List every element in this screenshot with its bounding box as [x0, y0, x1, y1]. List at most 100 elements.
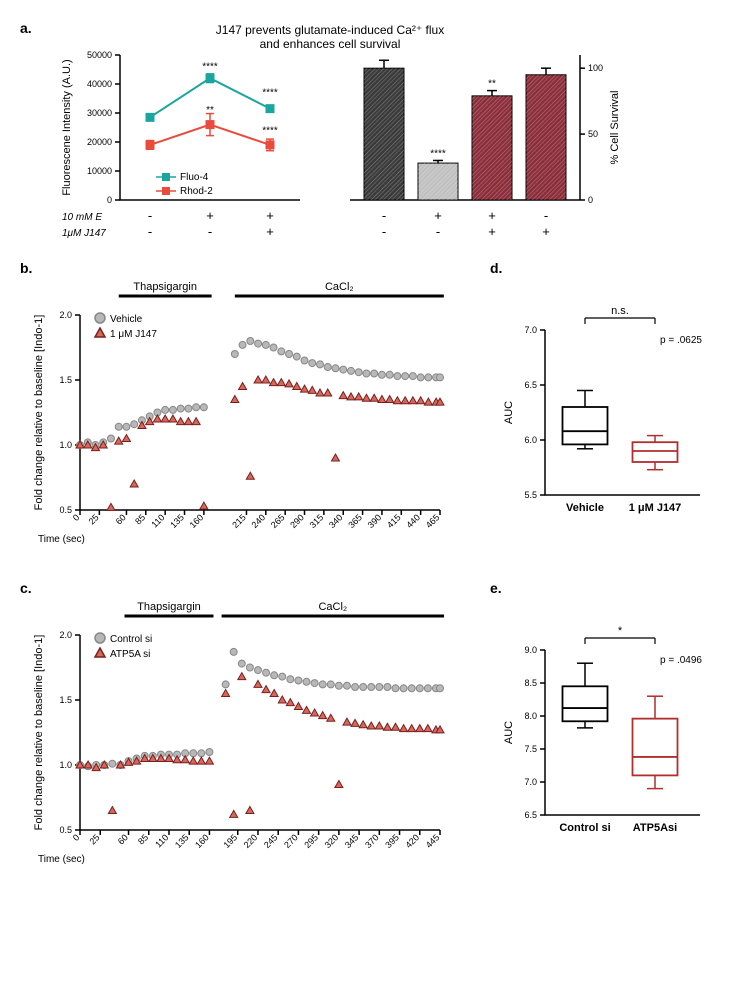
svg-text:6.0: 6.0 [524, 435, 537, 445]
svg-text:Rhod-2: Rhod-2 [180, 186, 213, 197]
svg-text:-: - [382, 224, 386, 239]
panel-c: c. ThapsigarginCaCl₂0.51.01.52.002560851… [20, 580, 460, 900]
svg-text:160: 160 [193, 832, 211, 850]
svg-text:Vehicle: Vehicle [566, 502, 604, 514]
svg-text:% Cell Survival: % Cell Survival [609, 91, 621, 165]
svg-text:+: + [488, 224, 496, 239]
panel-b: b. ThapsigarginCaCl₂0.51.01.52.002560851… [20, 260, 460, 580]
svg-text:+: + [542, 224, 550, 239]
svg-text:315: 315 [308, 512, 326, 530]
svg-text:160: 160 [188, 512, 206, 530]
svg-text:Fold change relative to baseli: Fold change relative to baseline [Indo-1… [33, 635, 45, 831]
svg-text:p = .0496: p = .0496 [660, 655, 702, 666]
svg-text:Control si: Control si [559, 822, 610, 834]
svg-text:390: 390 [366, 512, 384, 530]
svg-text:0.5: 0.5 [59, 505, 72, 515]
svg-text:50: 50 [588, 129, 598, 139]
panel-a-svg: J147 prevents glutamate-induced Ca²⁺ flu… [50, 20, 730, 260]
svg-text:6.5: 6.5 [524, 810, 537, 820]
svg-text:ATP5Asi: ATP5Asi [633, 822, 677, 834]
panel-a-label: a. [20, 20, 32, 36]
svg-text:135: 135 [168, 512, 186, 530]
row-ce: c. ThapsigarginCaCl₂0.51.01.52.002560851… [20, 580, 729, 900]
svg-text:465: 465 [424, 512, 442, 530]
svg-text:10 mM E: 10 mM E [62, 212, 102, 223]
svg-text:****: **** [202, 62, 218, 73]
svg-text:-: - [382, 208, 386, 223]
svg-text:ATP5A si: ATP5A si [110, 649, 150, 660]
svg-text:265: 265 [269, 512, 287, 530]
svg-text:CaCl₂: CaCl₂ [325, 281, 354, 293]
svg-text:420: 420 [403, 832, 421, 850]
svg-text:J147 prevents glutamate-induc: J147 prevents glutamate-induced Ca²⁺ flu… [216, 23, 444, 37]
svg-text:30000: 30000 [87, 108, 112, 118]
svg-text:AUC: AUC [503, 401, 515, 424]
svg-text:445: 445 [424, 832, 442, 850]
svg-text:+: + [488, 208, 496, 223]
svg-text:Fold change relative to baseli: Fold change relative to baseline [Indo-1… [33, 315, 45, 511]
panel-e-svg: 6.57.07.58.08.59.0AUCControl siATP5Asi*p… [490, 610, 720, 860]
svg-text:1.5: 1.5 [59, 375, 72, 385]
svg-text:1.5: 1.5 [59, 695, 72, 705]
svg-text:-: - [208, 224, 212, 239]
svg-text:1 μM J147: 1 μM J147 [629, 502, 682, 514]
svg-text:Vehicle: Vehicle [110, 314, 143, 325]
panel-e: e. 6.57.07.58.08.59.0AUCControl siATP5As… [490, 580, 720, 900]
svg-text:7.5: 7.5 [524, 744, 537, 754]
svg-text:Time (sec): Time (sec) [38, 534, 85, 545]
svg-text:9.0: 9.0 [524, 645, 537, 655]
svg-text:Thapsigargin: Thapsigargin [137, 601, 201, 613]
svg-text:Fluo-4: Fluo-4 [180, 172, 209, 183]
svg-text:320: 320 [323, 832, 341, 850]
svg-text:+: + [434, 208, 442, 223]
svg-text:1.0: 1.0 [59, 440, 72, 450]
svg-text:40000: 40000 [87, 79, 112, 89]
svg-text:220: 220 [242, 832, 260, 850]
svg-text:110: 110 [153, 832, 170, 849]
svg-text:Thapsigargin: Thapsigargin [133, 281, 197, 293]
svg-text:-: - [148, 224, 152, 239]
svg-text:+: + [206, 208, 214, 223]
svg-text:**: ** [488, 79, 496, 90]
svg-text:+: + [266, 224, 274, 239]
svg-text:**: ** [206, 105, 214, 116]
svg-text:295: 295 [302, 832, 320, 850]
svg-text:195: 195 [221, 832, 239, 850]
svg-text:100: 100 [588, 63, 603, 73]
svg-text:7.0: 7.0 [524, 325, 537, 335]
svg-text:340: 340 [327, 512, 345, 530]
panel-d: d. 5.56.06.57.0AUCVehicle1 μM J147n.s.p … [490, 260, 720, 580]
svg-text:2.0: 2.0 [59, 630, 72, 640]
svg-text:Control si: Control si [110, 634, 152, 645]
svg-text:0: 0 [588, 195, 593, 205]
svg-text:Time (sec): Time (sec) [38, 854, 85, 865]
svg-text:240: 240 [250, 512, 268, 530]
panel-c-label: c. [20, 580, 32, 596]
svg-text:AUC: AUC [503, 721, 515, 744]
svg-text:8.5: 8.5 [524, 678, 537, 688]
svg-text:1μM J147: 1μM J147 [62, 228, 106, 239]
svg-text:*: * [618, 625, 623, 637]
panel-d-label: d. [490, 260, 502, 276]
svg-text:135: 135 [173, 832, 191, 850]
svg-text:Fluorescene Intensity (A.U.): Fluorescene Intensity (A.U.) [61, 59, 73, 195]
figure: a. J147 prevents glutamate-induced Ca²⁺ … [20, 20, 729, 900]
svg-text:5.5: 5.5 [524, 490, 537, 500]
svg-text:2.0: 2.0 [59, 310, 72, 320]
panel-a: a. J147 prevents glutamate-induced Ca²⁺ … [20, 20, 729, 260]
svg-text:20000: 20000 [87, 137, 112, 147]
svg-text:0: 0 [107, 195, 112, 205]
svg-text:345: 345 [343, 832, 361, 850]
svg-text:n.s.: n.s. [611, 305, 629, 317]
panel-d-svg: 5.56.06.57.0AUCVehicle1 μM J147n.s.p = .… [490, 290, 720, 540]
svg-text:110: 110 [149, 512, 166, 529]
svg-text:415: 415 [385, 512, 403, 530]
svg-text:395: 395 [383, 832, 401, 850]
svg-text:10000: 10000 [87, 166, 112, 176]
svg-text:****: **** [262, 88, 278, 99]
panel-b-svg: ThapsigarginCaCl₂0.51.01.52.002560851101… [20, 260, 460, 560]
svg-text:0.5: 0.5 [59, 825, 72, 835]
svg-text:****: **** [262, 125, 278, 136]
svg-text:290: 290 [288, 512, 306, 530]
svg-text:215: 215 [230, 512, 248, 530]
